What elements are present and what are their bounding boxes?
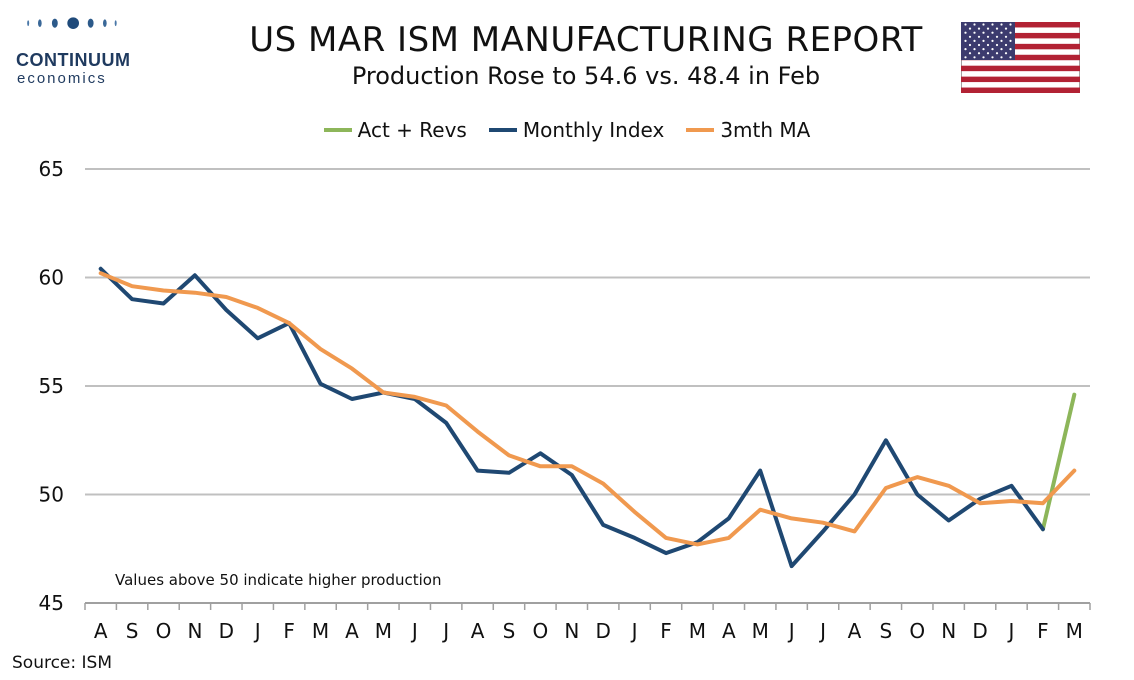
x-tick-label: M [312,619,329,643]
chart-title: US MAR ISM MANUFACTURING REPORT [249,20,923,60]
legend-label-monthly: Monthly Index [522,118,665,142]
series-line-3mth-ma [98,271,1077,547]
x-tick-label: A [848,619,862,643]
x-tick-label: J [1007,619,1015,643]
continuum-logo: CONTINUUM economics [14,14,134,87]
legend-swatch-act [323,128,352,132]
x-tick-label: O [156,619,172,643]
legend-item-monthly: Monthly Index [488,118,665,142]
legend-item-act: Act + Revs [323,118,467,142]
x-tick-label: J [787,619,795,643]
x-tick-label: N [941,619,956,643]
x-tick-label: N [564,619,579,643]
x-tick-label: M [1066,619,1083,643]
logo-name: CONTINUUM [16,50,131,70]
series-line-monthly-index [98,266,1045,569]
x-tick-label: S [126,619,139,643]
x-tick-label: J [818,619,826,643]
chart-annotation: Values above 50 indicate higher producti… [115,571,442,589]
x-tick-label: J [410,619,418,643]
chart-subtitle: Production Rose to 54.6 vs. 48.4 in Feb [351,62,821,90]
series-line-act-revs [1040,392,1077,532]
x-tick-label: D [219,619,234,643]
y-tick-label: 60 [39,266,64,290]
x-tick-label: J [630,619,638,643]
legend-swatch-monthly [488,128,517,132]
x-tick-label: N [187,619,202,643]
source-label: Source: ISM [12,653,112,673]
x-tick-label: F [1037,619,1049,643]
x-tick-label: D [972,619,987,643]
legend-item-ma: 3mth MA [686,118,810,142]
x-tick-label: M [689,619,706,643]
legend-swatch-ma [686,128,715,132]
chart-legend: Act + Revs Monthly Index 3mth MA [0,118,1134,142]
x-tick-label: A [94,619,108,643]
y-tick-label: 45 [39,591,64,615]
legend-label-act: Act + Revs [357,118,467,142]
us-flag-icon [961,22,1080,93]
x-tick-label: S [503,619,516,643]
logo-dots-icon [27,17,117,29]
y-tick-label: 50 [39,483,64,507]
x-tick-label: A [471,619,485,643]
x-tick-label: O [533,619,549,643]
x-tick-label: A [722,619,736,643]
x-tick-label: D [596,619,611,643]
logo-subname: economics [17,70,107,87]
x-tick-label: M [375,619,392,643]
y-tick-label: 55 [39,374,64,398]
x-tick-label: S [880,619,893,643]
x-tick-label: F [283,619,295,643]
x-tick-label: J [441,619,449,643]
y-tick-label: 65 [39,157,64,181]
x-tick-label: A [345,619,359,643]
x-tick-label: J [253,619,261,643]
legend-label-ma: 3mth MA [720,118,811,142]
x-tick-label: O [909,619,925,643]
x-tick-label: M [752,619,769,643]
x-tick-label: F [660,619,672,643]
